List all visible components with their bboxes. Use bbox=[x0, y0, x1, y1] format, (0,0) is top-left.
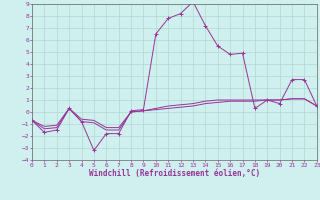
X-axis label: Windchill (Refroidissement éolien,°C): Windchill (Refroidissement éolien,°C) bbox=[89, 169, 260, 178]
